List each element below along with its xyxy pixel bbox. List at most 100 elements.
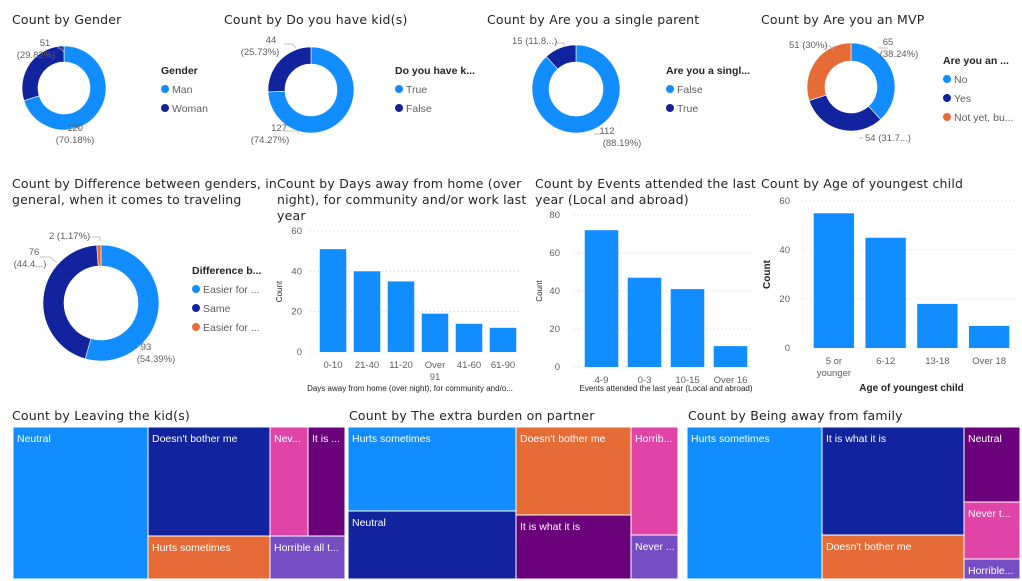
donut-slice[interactable] bbox=[545, 44, 577, 70]
bar[interactable] bbox=[387, 281, 415, 352]
legend-marker-icon bbox=[395, 104, 403, 112]
donut-slice[interactable] bbox=[531, 44, 621, 134]
data-label-percent: (54.39%) bbox=[137, 354, 176, 365]
legend-marker-icon bbox=[192, 285, 200, 293]
data-label-value: 112 bbox=[599, 126, 614, 137]
legend-item: Easier for ... bbox=[203, 284, 260, 296]
treemap-tile-label: Horrible all t... bbox=[274, 542, 339, 554]
donut-slice[interactable] bbox=[84, 244, 160, 362]
treemap-tile[interactable] bbox=[269, 426, 309, 537]
legend-item: Not yet, bu... bbox=[954, 112, 1014, 124]
x-tick-label: 6-12 bbox=[876, 356, 895, 367]
data-label-value: 127 bbox=[271, 123, 287, 134]
legend-marker-icon bbox=[943, 75, 951, 83]
data-label: 54 (31.7...) bbox=[865, 133, 911, 144]
donut-chart-kids: 127(74.27%) 44(25.73%) Do you have k... Tru… bbox=[241, 35, 475, 146]
y-axis-title: Count bbox=[535, 280, 544, 302]
treemap-tile-label: Neutral bbox=[352, 517, 386, 529]
treemap-tile-label: It is what it is bbox=[826, 433, 886, 445]
data-label-value: 51 bbox=[40, 38, 51, 49]
bar[interactable] bbox=[455, 323, 483, 352]
legend-marker-icon bbox=[161, 104, 169, 112]
legend-item: True bbox=[677, 103, 698, 115]
treemap-tile[interactable] bbox=[147, 535, 271, 580]
title-line: Count by Difference between genders, in bbox=[12, 176, 277, 191]
donut-slice[interactable] bbox=[806, 42, 852, 101]
treemap-tile-label: Never t... bbox=[968, 508, 1011, 520]
donut-slice[interactable] bbox=[21, 45, 65, 101]
y-tick-label: 0 bbox=[785, 343, 790, 354]
bar[interactable] bbox=[865, 237, 906, 348]
y-tick-label: 60 bbox=[779, 196, 790, 207]
treemap-tile[interactable] bbox=[821, 426, 965, 536]
legend-item: False bbox=[677, 84, 703, 96]
y-axis-title: Count bbox=[762, 259, 773, 289]
legend-marker-icon bbox=[943, 113, 951, 121]
treemap-tile[interactable] bbox=[630, 534, 679, 580]
legend-marker-icon bbox=[395, 85, 403, 93]
y-tick-label: 20 bbox=[779, 294, 790, 305]
legend-item: Easier for ... bbox=[203, 322, 260, 334]
donut-chart-mvp: 65(38.24%) 54 (31.7...) 51 (30%) Are you an… bbox=[789, 37, 1014, 144]
treemap-tile[interactable] bbox=[12, 426, 149, 580]
bar-chart-events: 0 20 40 60 80 4-9 0-3 10-15 Over 16 Count Events a… bbox=[535, 210, 753, 393]
treemap-tile[interactable] bbox=[147, 426, 271, 537]
donut-slice[interactable] bbox=[267, 46, 312, 93]
data-label-percent: (44.4...) bbox=[14, 259, 47, 270]
x-axis-title: Days away from home (over night), for co… bbox=[307, 384, 513, 393]
bar[interactable] bbox=[353, 271, 381, 352]
treemap-tile[interactable] bbox=[515, 426, 632, 516]
donut-slice[interactable] bbox=[23, 45, 107, 131]
donut-slice[interactable] bbox=[267, 46, 355, 134]
x-tick-label: younger bbox=[817, 368, 851, 379]
treemap-tile[interactable] bbox=[347, 426, 517, 512]
treemap-tile-label: It is what it is bbox=[520, 521, 580, 533]
title-line: Count by Days away from home (over bbox=[277, 176, 522, 191]
treemap-tile[interactable] bbox=[821, 534, 965, 580]
treemap-tile[interactable] bbox=[515, 514, 632, 580]
bar[interactable] bbox=[584, 230, 619, 367]
legend-item: Man bbox=[172, 84, 193, 96]
treemap-tile-label: Doesn't bother me bbox=[520, 433, 606, 445]
treemap-tile-label: Horrib... bbox=[635, 433, 672, 445]
donut-slice[interactable] bbox=[850, 42, 896, 120]
treemap-tile[interactable] bbox=[963, 501, 1021, 560]
treemap-tile[interactable] bbox=[307, 426, 346, 537]
chart-title-events: Count by Events attended the last year (… bbox=[535, 176, 756, 208]
treemap-tile[interactable] bbox=[347, 510, 517, 580]
legend-item: No bbox=[954, 74, 968, 86]
legend-marker-icon bbox=[666, 104, 674, 112]
treemap-tile[interactable] bbox=[269, 535, 346, 580]
bar[interactable] bbox=[319, 249, 347, 352]
leader-line bbox=[68, 127, 81, 131]
treemap-tile-label: Hurts sometimes bbox=[691, 433, 770, 445]
bar[interactable] bbox=[713, 346, 748, 367]
bar[interactable] bbox=[421, 313, 449, 352]
bar[interactable] bbox=[968, 325, 1010, 348]
legend-title: Are you an ... bbox=[943, 55, 1009, 67]
y-tick-label: 60 bbox=[291, 226, 302, 237]
x-tick-label: Over bbox=[425, 360, 446, 371]
leader-line bbox=[136, 344, 144, 351]
leader-line bbox=[40, 256, 58, 264]
data-label: 2 (1.17%) bbox=[49, 231, 90, 242]
x-tick-label: 5 or bbox=[826, 356, 842, 367]
treemap-tile-label: Never ... bbox=[635, 541, 675, 553]
treemap-tile[interactable] bbox=[630, 426, 679, 536]
legend-marker-icon bbox=[192, 323, 200, 331]
donut-slice[interactable] bbox=[96, 244, 102, 267]
donut-slice[interactable] bbox=[808, 94, 882, 132]
bar[interactable] bbox=[489, 327, 517, 352]
bar[interactable] bbox=[670, 289, 705, 367]
donut-slice[interactable] bbox=[42, 244, 99, 360]
leader-line bbox=[57, 47, 65, 53]
bar[interactable] bbox=[917, 303, 958, 348]
leader-line bbox=[555, 42, 567, 48]
treemap-tile[interactable] bbox=[686, 426, 823, 580]
bar[interactable] bbox=[627, 277, 662, 367]
bar[interactable] bbox=[813, 213, 855, 348]
treemap-tile[interactable] bbox=[963, 558, 1021, 580]
legend: Gender Man Woman bbox=[161, 65, 208, 115]
y-tick-label: 80 bbox=[549, 210, 560, 221]
